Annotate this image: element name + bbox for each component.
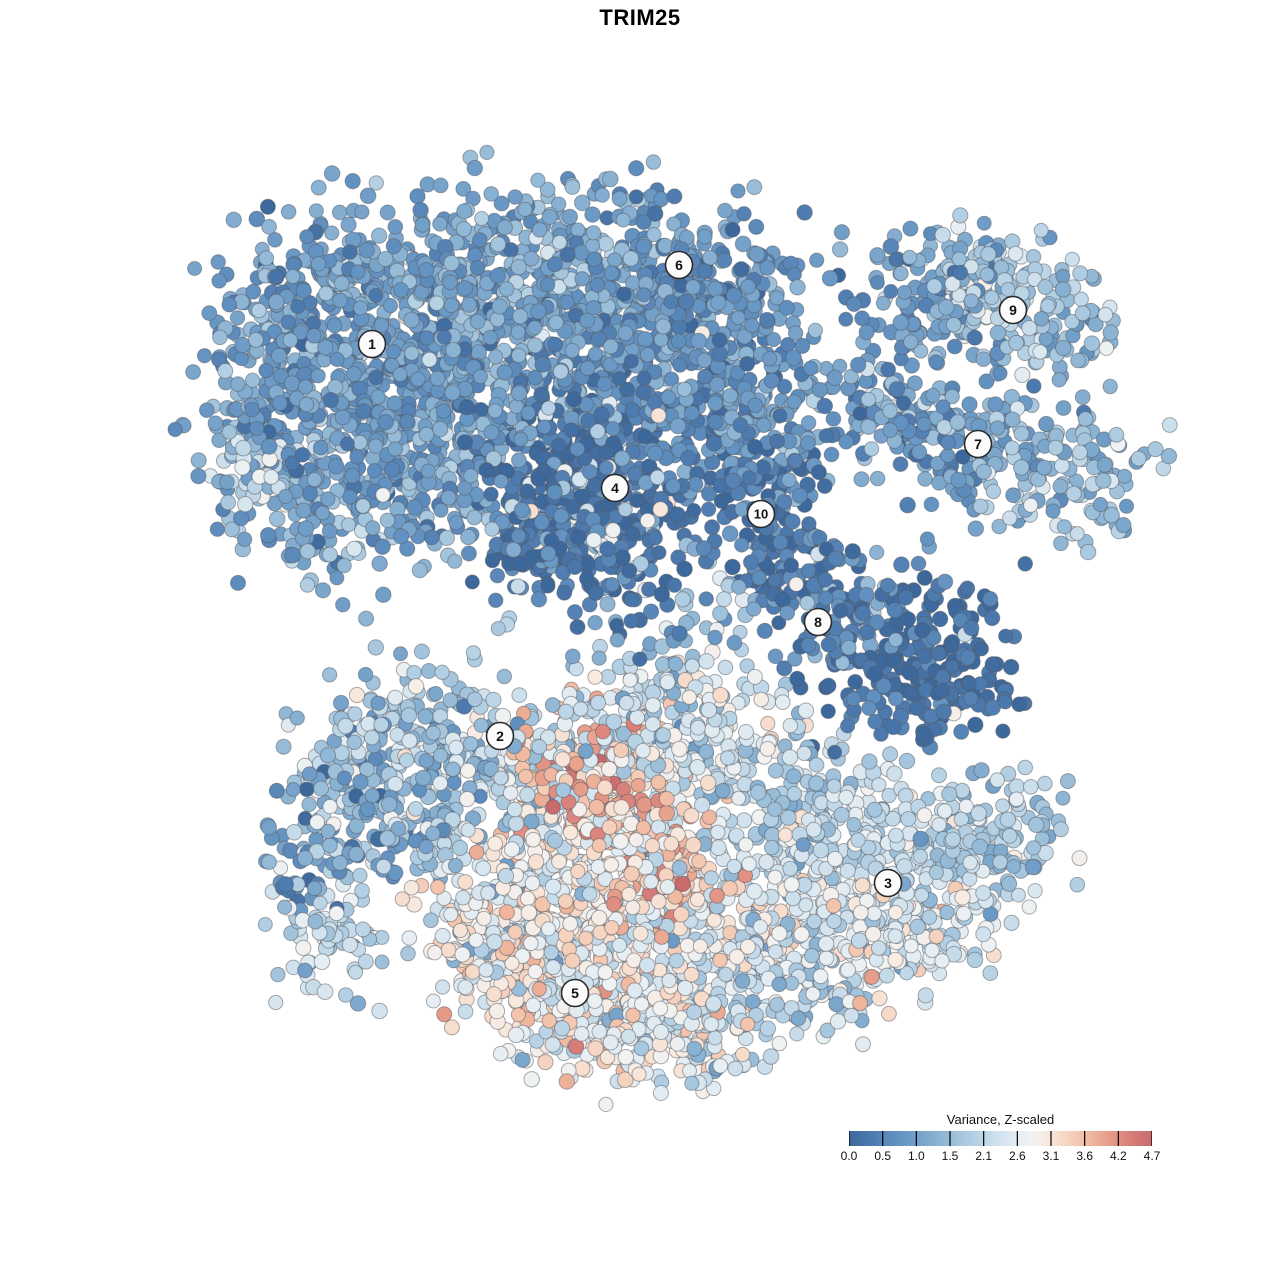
cluster-label-10: 10 bbox=[746, 499, 776, 529]
colorbar-tick-label: 0.0 bbox=[840, 1149, 858, 1163]
cluster-label-6: 6 bbox=[664, 250, 694, 280]
colorbar-ticks: 0.0 0.5 1.0 1.5 2.1 2.6 3.1 3.6 4.2 4.7 bbox=[841, 1149, 1161, 1164]
colorbar-tick-label: 3.1 bbox=[1042, 1149, 1060, 1163]
colorbar-tick-label: 3.6 bbox=[1076, 1149, 1093, 1163]
cluster-label-5: 5 bbox=[560, 978, 590, 1008]
cluster-label-3: 3 bbox=[873, 868, 903, 898]
cluster-label-7: 7 bbox=[963, 429, 993, 459]
colorbar-tick-label: 2.6 bbox=[1008, 1149, 1026, 1163]
colorbar-gradient bbox=[849, 1131, 1152, 1146]
colorbar-tick-label: 1.5 bbox=[941, 1149, 959, 1163]
cluster-label-8: 8 bbox=[803, 607, 833, 637]
colorbar-legend: Variance, Z-scaled 0.0 0.5 1.0 1.5 2.1 2.6 3.1… bbox=[841, 1112, 1161, 1164]
cluster-label-1: 1 bbox=[357, 329, 387, 359]
colorbar-tick-label: 4.2 bbox=[1109, 1149, 1127, 1163]
colorbar-tick-label: 2.1 bbox=[975, 1149, 992, 1163]
colorbar-title: Variance, Z-scaled bbox=[946, 1112, 1055, 1127]
plot-title: TRIM25 bbox=[599, 5, 681, 30]
cluster-label-2: 2 bbox=[485, 721, 515, 751]
cluster-label-9: 9 bbox=[998, 295, 1028, 325]
colorbar-tick-label: 0.5 bbox=[874, 1149, 891, 1163]
cluster-label-4: 4 bbox=[600, 473, 630, 503]
colorbar-tick-label: 1.0 bbox=[907, 1149, 925, 1163]
colorbar-tick-label: 4.7 bbox=[1143, 1149, 1161, 1163]
